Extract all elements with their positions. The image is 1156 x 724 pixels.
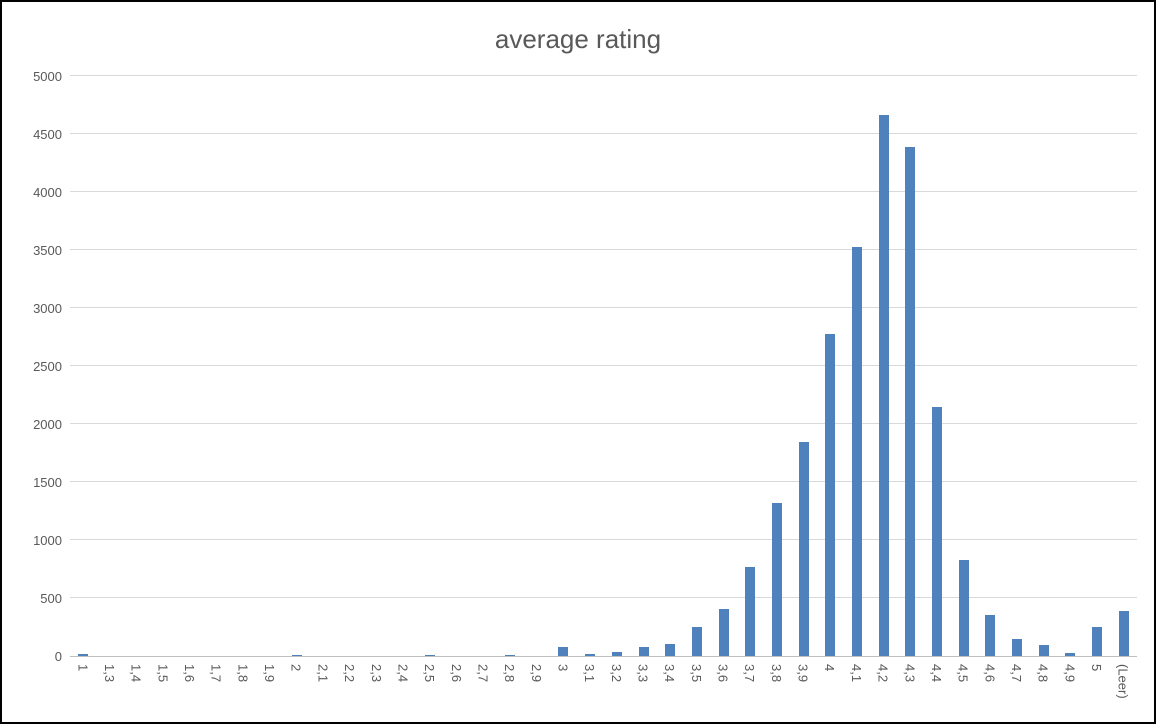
x-axis-label: 1 xyxy=(75,664,91,672)
x-axis-label: 4,2 xyxy=(875,664,891,683)
x-axis-label: 1,3 xyxy=(102,664,117,683)
x-axis-label: 3,6 xyxy=(715,664,731,683)
bar[interactable] xyxy=(611,652,622,656)
x-axis-label: 4,9 xyxy=(1062,664,1078,683)
x-axis-label: 2,9 xyxy=(528,664,544,683)
gridline xyxy=(70,481,1137,482)
chart-title: average rating xyxy=(494,24,662,54)
y-axis-label: 500 xyxy=(40,591,62,606)
bar[interactable] xyxy=(1091,627,1102,656)
x-axis-label: 5 xyxy=(1088,664,1104,672)
x-axis-label: 3,2 xyxy=(608,664,624,683)
x-axis-label: 2,8 xyxy=(502,664,518,683)
x-axis-label: 1,5 xyxy=(155,664,171,683)
x-axis-label: 3,9 xyxy=(795,664,811,683)
y-axis-label: 2500 xyxy=(33,359,62,374)
x-axis-label: 2,2 xyxy=(342,664,358,683)
gridline xyxy=(70,75,1137,76)
x-axis-label: 4,6 xyxy=(982,664,998,683)
bar[interactable] xyxy=(718,609,729,656)
gridline xyxy=(70,597,1137,598)
gridline xyxy=(70,423,1137,424)
bar[interactable] xyxy=(878,115,889,656)
bar[interactable] xyxy=(798,442,809,656)
x-axis-label: 2 xyxy=(288,664,304,672)
bar[interactable] xyxy=(958,560,969,656)
gridline xyxy=(70,307,1137,308)
x-axis-label: 4,8 xyxy=(1035,664,1051,683)
gridline xyxy=(70,249,1137,250)
x-axis-label: 4,4 xyxy=(928,664,944,683)
bar[interactable] xyxy=(585,654,596,656)
x-axis: 1 1,3 1,4 1,5 1,6 1,7 1,8 1,9 2 2,1 2,2 2,3 2,4 2,5 2,… xyxy=(70,661,1137,721)
bar[interactable] xyxy=(1118,611,1129,656)
bar[interactable] xyxy=(665,644,676,656)
y-axis-label: 4000 xyxy=(33,185,62,200)
x-axis-label: 2,4 xyxy=(395,664,411,683)
x-axis-label: 2,1 xyxy=(315,664,331,683)
bar[interactable] xyxy=(1065,653,1076,656)
y-axis-label: 0 xyxy=(54,649,62,664)
y-axis-label: 3500 xyxy=(33,243,62,258)
x-axis-label: 3,7 xyxy=(742,664,758,683)
bar[interactable] xyxy=(931,407,942,656)
bar[interactable] xyxy=(691,627,702,656)
bar[interactable] xyxy=(558,647,569,656)
y-axis-label: 1500 xyxy=(33,475,62,490)
x-axis-label: 2,7 xyxy=(475,664,491,683)
bar[interactable] xyxy=(851,247,862,656)
x-axis-label: 4,1 xyxy=(848,664,864,683)
y-axis-label: 2000 xyxy=(33,417,62,432)
y-axis-label: 4500 xyxy=(33,127,62,142)
gridline xyxy=(70,191,1137,192)
x-axis-label: 3,3 xyxy=(635,664,651,683)
bar[interactable] xyxy=(505,655,516,656)
bar[interactable] xyxy=(425,655,436,656)
x-axis-label: 4,3 xyxy=(902,664,918,683)
x-axis-label: 1,8 xyxy=(235,664,251,683)
gridline xyxy=(70,365,1137,366)
x-axis-label: 4,7 xyxy=(1008,664,1024,683)
bar[interactable] xyxy=(771,503,782,656)
bar[interactable] xyxy=(905,147,916,656)
x-axis-label: 3,5 xyxy=(688,664,704,683)
x-axis-label: 3,8 xyxy=(768,664,784,683)
x-axis-label: 1,7 xyxy=(208,664,224,683)
bar[interactable] xyxy=(1038,645,1049,656)
bar[interactable] xyxy=(638,647,649,656)
bar[interactable] xyxy=(985,615,996,656)
bar[interactable] xyxy=(291,655,302,656)
bar[interactable] xyxy=(78,654,89,656)
x-axis-label: 3 xyxy=(555,664,571,672)
y-axis-label: 3000 xyxy=(33,301,62,316)
y-axis-label: 1000 xyxy=(33,533,62,548)
x-axis-label: 2,6 xyxy=(448,664,464,683)
y-axis: 0 500 1000 1500 2000 2500 3000 3500 4000 4500 5000 xyxy=(2,70,62,663)
x-axis-label: 4,5 xyxy=(955,664,971,683)
bar[interactable] xyxy=(1011,639,1022,656)
gridline xyxy=(70,133,1137,134)
bar[interactable] xyxy=(745,567,756,656)
plot-area xyxy=(70,75,1137,657)
x-axis-label: 1,4 xyxy=(128,664,144,683)
x-axis-label: 1,9 xyxy=(262,664,278,683)
x-axis-label: 2,5 xyxy=(422,664,438,683)
x-axis-label: 1,6 xyxy=(182,664,198,683)
bar[interactable] xyxy=(825,334,836,656)
y-axis-label: 5000 xyxy=(33,69,62,84)
x-axis-label: 3,4 xyxy=(662,664,678,683)
x-axis-label: 2,3 xyxy=(368,664,384,683)
x-axis-label: 4 xyxy=(822,664,838,672)
gridline xyxy=(70,539,1137,540)
x-axis-label: 3,1 xyxy=(582,664,598,683)
x-axis-label: (Leer) xyxy=(1115,664,1131,699)
